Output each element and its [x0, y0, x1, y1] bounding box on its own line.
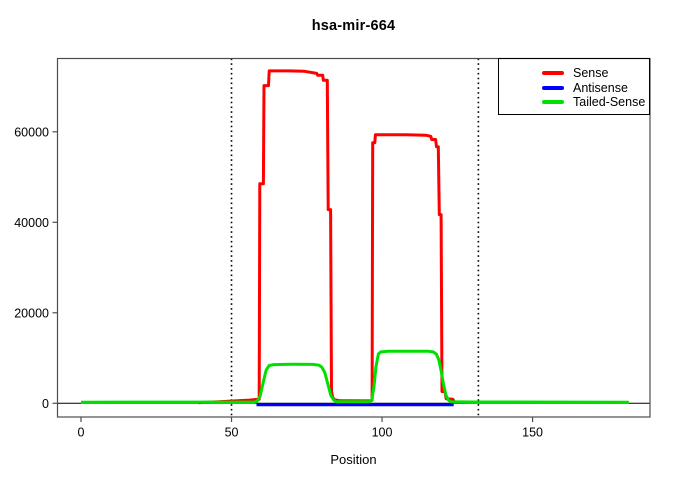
x-tick-label: 150: [522, 426, 543, 440]
legend-line-swatch: [542, 71, 564, 76]
x-tick-label: 100: [372, 426, 393, 440]
x-axis-label: Position: [330, 452, 377, 467]
x-tick-label: 0: [78, 426, 85, 440]
x-tick-label: 50: [225, 426, 239, 440]
plot-box: [56, 57, 651, 418]
y-tick-label: 60000: [14, 125, 49, 139]
legend-line-swatch: [542, 100, 564, 105]
legend-label: Antisense: [573, 80, 628, 95]
series-line-tailed-sense: [80, 349, 629, 404]
legend-label: Sense: [573, 66, 609, 81]
series-line-sense: [198, 69, 457, 405]
chart-title: hsa-mir-664: [311, 18, 396, 34]
legend-items: Sense Antisense Tailed-Sense: [499, 66, 649, 110]
legend-box: Sense Antisense Tailed-Sense: [498, 58, 650, 115]
legend-item-tailed-sense: Tailed-Sense: [499, 95, 649, 110]
legend-label: Tailed-Sense: [573, 95, 646, 110]
y-tick-label: 20000: [14, 306, 49, 320]
y-tick-label: 0: [42, 397, 49, 411]
legend-line-swatch: [542, 85, 564, 90]
legend-item-sense: Sense: [499, 66, 649, 81]
legend-item-antisense: Antisense: [499, 81, 649, 96]
y-tick-label: 40000: [14, 216, 49, 230]
